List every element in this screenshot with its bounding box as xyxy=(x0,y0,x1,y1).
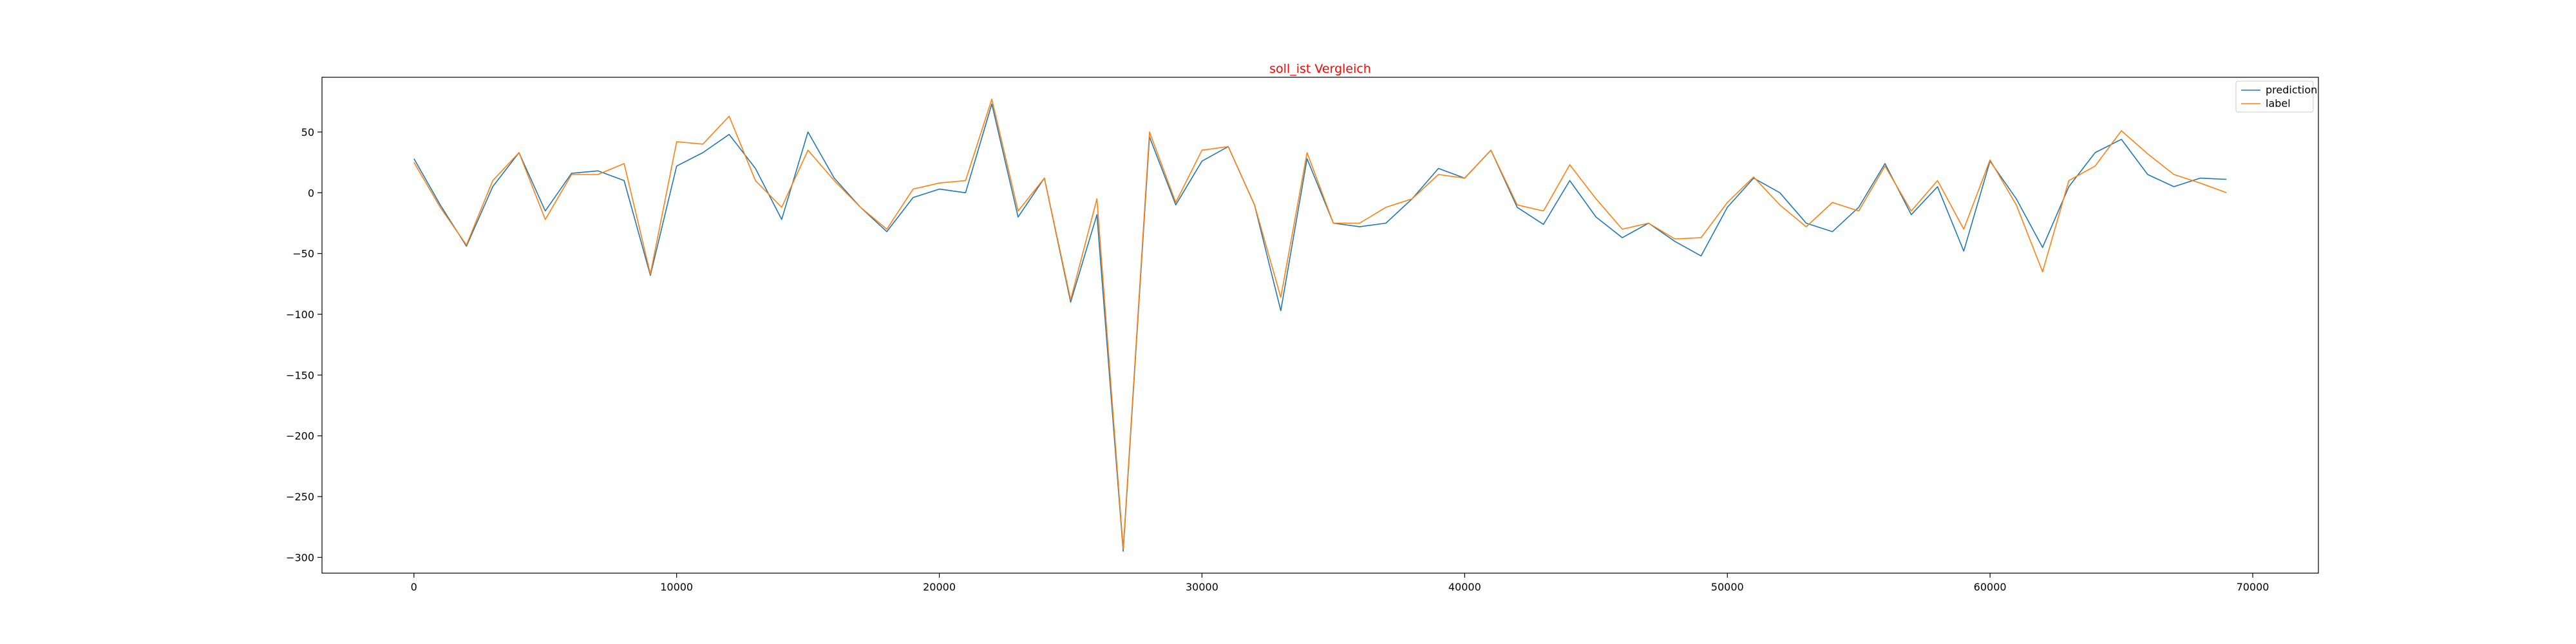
y-tick-label: −50 xyxy=(292,248,314,260)
x-axis: 0 10000 20000 30000 40000 50000 60000 70000 xyxy=(411,573,2269,593)
x-tick-label: 30000 xyxy=(1186,581,1218,593)
plot-frame xyxy=(321,77,2319,574)
x-tick-label: 50000 xyxy=(1711,581,1744,593)
series-line-label xyxy=(413,99,2227,550)
x-tick-label: 10000 xyxy=(660,581,693,593)
y-tick-label: −100 xyxy=(286,308,314,321)
y-tick-label: 50 xyxy=(301,126,314,138)
legend-box xyxy=(2235,80,2314,113)
x-tick-label: 70000 xyxy=(2237,581,2269,593)
series-line-prediction xyxy=(413,103,2227,552)
series-layer xyxy=(413,99,2227,552)
legend-label-prediction: prediction xyxy=(2266,84,2317,96)
x-tick-label: 60000 xyxy=(1974,581,2007,593)
legend-label-label: label xyxy=(2266,97,2291,109)
y-tick-label: −150 xyxy=(286,369,314,381)
y-axis: 50 0 −50 −100 −150 −200 −250 −300 xyxy=(286,126,322,564)
x-tick-label: 0 xyxy=(411,581,417,593)
y-tick-label: −200 xyxy=(286,430,314,442)
x-tick-label: 40000 xyxy=(1448,581,1481,593)
y-tick-label: −250 xyxy=(286,491,314,503)
x-tick-label: 20000 xyxy=(923,581,956,593)
y-tick-label: 0 xyxy=(308,187,314,199)
chart-title: soll_ist Vergleich xyxy=(1269,62,1371,76)
y-tick-label: −300 xyxy=(286,551,314,564)
